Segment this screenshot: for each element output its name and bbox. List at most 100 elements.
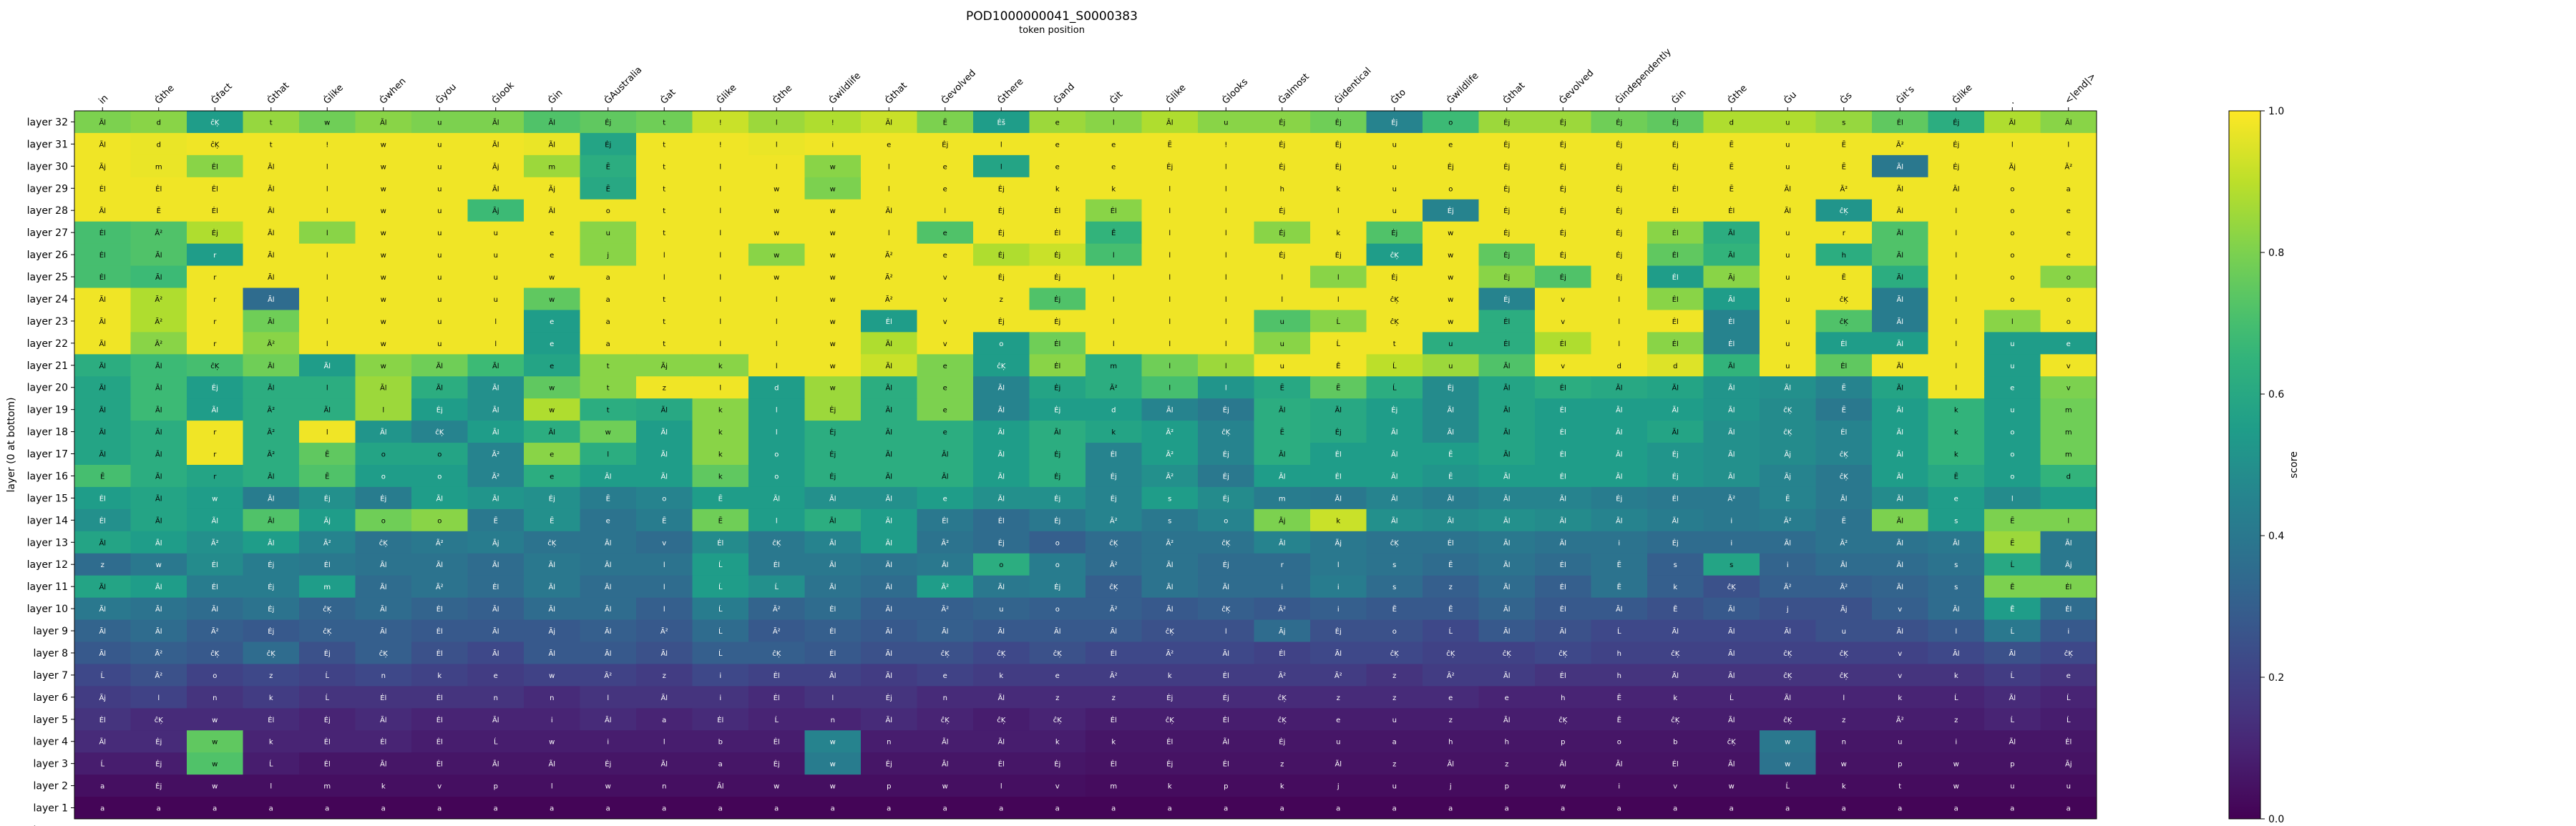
heatmap-cell bbox=[1085, 154, 1142, 178]
heatmap-cell bbox=[917, 575, 974, 599]
y-tick-label: layer 15 bbox=[27, 493, 68, 504]
cell-label: Ãl bbox=[1896, 206, 1903, 215]
cell-label: Ãl bbox=[1728, 715, 1735, 724]
heatmap-cell bbox=[1647, 111, 1704, 134]
heatmap-cell bbox=[1815, 486, 1873, 510]
heatmap-cell bbox=[1535, 376, 1591, 399]
heatmap-cell bbox=[1760, 730, 1816, 753]
cell-label: Ėj bbox=[1560, 272, 1566, 282]
cell-label: i bbox=[1618, 783, 1620, 791]
cell-label: Ėj bbox=[1503, 228, 1510, 237]
heatmap-cell bbox=[1535, 465, 1591, 488]
cell-label: l bbox=[1169, 252, 1171, 260]
cell-label: Ãl bbox=[548, 582, 555, 591]
heatmap-cell bbox=[917, 486, 974, 510]
heatmap-cell bbox=[130, 243, 187, 267]
cell-label: Ėl bbox=[1111, 715, 1117, 724]
cell-label: d bbox=[774, 385, 779, 393]
cell-label: Ãl bbox=[1110, 626, 1117, 636]
heatmap-cell bbox=[2040, 508, 2097, 532]
cell-label: Ã² bbox=[604, 671, 612, 680]
heatmap-cell bbox=[1310, 730, 1367, 753]
heatmap-cell bbox=[1310, 686, 1367, 709]
x-tick-label: ĠAustralia bbox=[602, 64, 645, 107]
heatmap-cell bbox=[1141, 398, 1199, 421]
cell-label: Ėj bbox=[380, 493, 386, 503]
cell-label: Ėj bbox=[1054, 516, 1060, 525]
cell-label: Ėj bbox=[774, 759, 780, 769]
heatmap-cell bbox=[1591, 111, 1648, 134]
heatmap-cell bbox=[1478, 354, 1536, 377]
heatmap-cell bbox=[1703, 531, 1760, 554]
x-tick-label: Ġwildlife bbox=[1444, 69, 1481, 107]
cell-label: Ėl bbox=[1672, 493, 1679, 503]
cell-label: e bbox=[2067, 672, 2071, 680]
heatmap-cell bbox=[74, 752, 131, 775]
cell-label: t bbox=[663, 207, 665, 215]
heatmap-cell bbox=[748, 775, 805, 797]
heatmap-cell bbox=[804, 221, 862, 245]
heatmap-cell bbox=[524, 797, 580, 820]
heatmap-cell bbox=[580, 797, 637, 820]
cell-label: Ãl bbox=[1728, 405, 1735, 415]
cell-label: Ãl bbox=[942, 626, 949, 636]
cell-label: Ėj bbox=[1054, 450, 1060, 459]
cell-label: a bbox=[2067, 805, 2071, 813]
heatmap-cell bbox=[1423, 664, 1479, 687]
cell-label: Ĺ bbox=[1617, 626, 1621, 636]
heatmap-cell bbox=[636, 287, 693, 310]
cell-label: Ėj bbox=[1279, 117, 1285, 127]
cell-label: a bbox=[157, 805, 161, 813]
cell-label: w bbox=[212, 495, 218, 503]
cell-label: Ãl bbox=[155, 361, 162, 370]
heatmap-cell bbox=[917, 287, 974, 310]
y-tick-label: layer 30 bbox=[27, 161, 68, 172]
heatmap-cell bbox=[1423, 310, 1479, 333]
heatmap-cell bbox=[130, 154, 187, 178]
cell-label: Ėl bbox=[212, 184, 218, 193]
heatmap-cell bbox=[299, 332, 356, 355]
heatmap-cell bbox=[1703, 508, 1760, 532]
x-tick-label: Ġalmost bbox=[1276, 71, 1312, 107]
heatmap-cell bbox=[467, 708, 525, 731]
cell-label: Ãl bbox=[268, 361, 275, 370]
y-tick-label: layer 25 bbox=[27, 272, 68, 283]
cell-label: Ãl bbox=[773, 493, 780, 503]
cell-label: Ėj bbox=[1223, 405, 1229, 415]
cell-label: u bbox=[1785, 252, 1790, 260]
heatmap-cell bbox=[467, 508, 525, 532]
heatmap-cell bbox=[1085, 797, 1142, 820]
cell-label: Ãj bbox=[2065, 759, 2072, 769]
cell-label: i bbox=[1787, 561, 1789, 569]
heatmap-cell bbox=[1535, 287, 1591, 310]
cell-label: k bbox=[437, 672, 441, 680]
heatmap-cell bbox=[1029, 708, 1086, 731]
heatmap-cell bbox=[1423, 641, 1479, 664]
heatmap-cell bbox=[1760, 310, 1816, 333]
cell-label: t bbox=[607, 385, 610, 393]
cell-label: n bbox=[943, 694, 947, 702]
heatmap-cell bbox=[1872, 775, 1928, 797]
heatmap-cell bbox=[2040, 730, 2097, 753]
cell-label: Ãl bbox=[1672, 626, 1679, 636]
heatmap-cell bbox=[748, 730, 805, 753]
heatmap-cell bbox=[1591, 775, 1648, 797]
cell-label: m bbox=[548, 163, 555, 171]
cell-label: ĉĶ bbox=[547, 539, 556, 547]
cell-label: Ĺ bbox=[1336, 339, 1340, 348]
heatmap-cell bbox=[692, 199, 749, 222]
cell-label: Ėl bbox=[99, 715, 106, 724]
cell-label: e bbox=[1505, 694, 1509, 702]
cell-label: w bbox=[324, 119, 330, 127]
heatmap-cell bbox=[973, 686, 1030, 709]
heatmap-cell bbox=[243, 132, 300, 156]
cell-label: Ãl bbox=[2009, 649, 2016, 658]
cell-label: v bbox=[1055, 783, 1060, 791]
y-tick-label: layer 16 bbox=[27, 471, 68, 482]
heatmap-cell bbox=[1254, 797, 1311, 820]
heatmap-cell bbox=[1928, 708, 1985, 731]
cell-label: Ãl bbox=[492, 649, 499, 658]
heatmap-cell bbox=[1591, 177, 1648, 200]
heatmap-cell bbox=[861, 199, 917, 222]
cell-label: e bbox=[550, 363, 554, 370]
